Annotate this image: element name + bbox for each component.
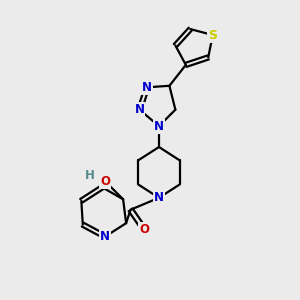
Text: H: H bbox=[85, 169, 95, 182]
Text: S: S bbox=[208, 28, 217, 41]
Text: O: O bbox=[100, 175, 110, 188]
Text: N: N bbox=[142, 81, 152, 94]
Text: N: N bbox=[100, 230, 110, 243]
Text: N: N bbox=[154, 120, 164, 133]
Text: N: N bbox=[134, 103, 145, 116]
Text: N: N bbox=[154, 191, 164, 204]
Text: O: O bbox=[139, 223, 149, 236]
